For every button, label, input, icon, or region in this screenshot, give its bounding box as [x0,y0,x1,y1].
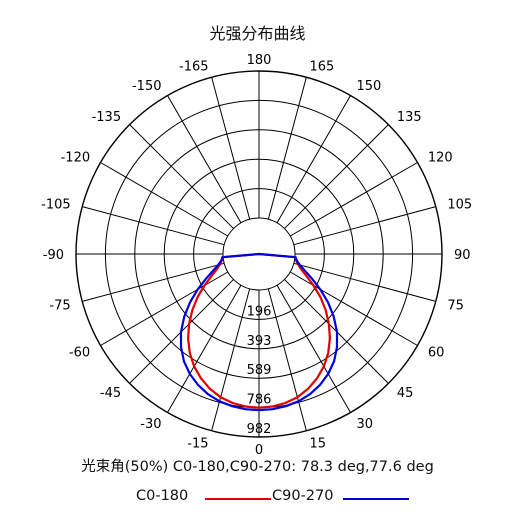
angle-label: 60 [428,346,445,361]
legend-line-c0-180 [205,498,271,500]
angle-label: 30 [357,417,374,432]
grid-spoke [211,77,251,220]
grid-spoke [82,206,225,246]
polar-labels: 180 1651501351201059075604530150-15-30-45… [41,53,472,458]
angle-label: -150 [132,79,162,94]
angle-label: 180 [247,53,272,68]
grid-spoke [129,124,234,229]
angle-label: 0 [255,443,263,458]
grid-spoke [167,284,242,413]
legend-label-c90-270: C90-270 [272,488,334,504]
angle-label: -15 [187,436,208,451]
angle-label: 120 [428,151,453,166]
legend-label-c0-180: C0-180 [136,488,189,504]
grid-spoke [167,95,242,224]
angle-label: -75 [49,298,70,313]
intensity-curves [179,252,339,412]
grid-spoke [267,77,307,220]
angle-label: 75 [447,298,464,313]
grid-spoke [82,262,225,302]
angle-label: 45 [397,386,414,401]
grid-spoke [100,162,229,237]
legend-line-c90-270 [343,498,409,500]
grid-spoke [211,288,251,431]
angle-label: 90 [454,248,471,263]
radial-label: 393 [247,334,272,349]
radial-label: 589 [247,363,272,378]
angle-label: 105 [447,198,472,213]
angle-label: 135 [397,110,422,125]
angle-label: 15 [309,436,326,451]
curve-c90-270 [179,252,339,412]
angle-label: -135 [92,110,122,125]
angle-label: -45 [100,386,121,401]
radial-label: 786 [247,393,272,408]
chart-title: 光强分布曲线 [209,24,306,43]
angle-label: 165 [309,60,334,75]
curve-c0-180 [187,252,331,409]
grid-spoke [284,124,389,229]
beam-angle-text: 光束角(50%) C0-180,C90-270: 78.3 deg,77.6 d… [81,459,434,475]
grid-spoke [267,288,307,431]
grid-spoke [293,206,436,246]
legend: C0-180 C90-270 [0,488,515,508]
polar-grid [75,70,443,438]
radial-label: 196 [247,304,272,319]
angle-label: -30 [140,417,161,432]
angle-label: -60 [69,346,90,361]
grid-spoke [293,262,436,302]
angle-label: -105 [41,198,71,213]
grid-spoke [276,95,351,224]
angle-label: -120 [61,151,91,166]
radial-label: 982 [247,422,272,437]
angle-label: 150 [357,79,382,94]
grid-spoke [289,162,418,237]
angle-label: -165 [179,60,209,75]
grid-spoke [276,284,351,413]
angle-label: -90 [43,248,64,263]
